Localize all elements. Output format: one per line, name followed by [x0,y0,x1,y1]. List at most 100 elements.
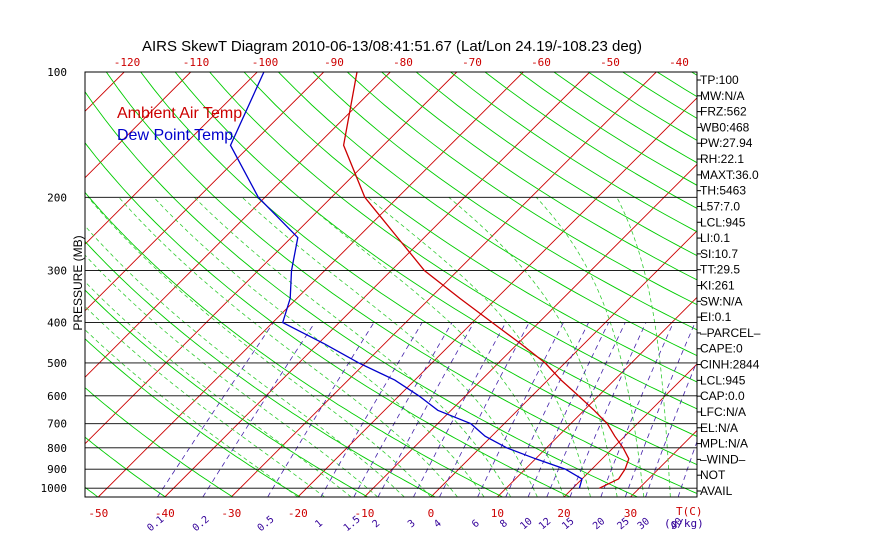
dew-point-line [229,72,583,489]
bottom-temp-tick-label: -40 [155,507,175,520]
index-label: SI:10.7 [700,247,738,261]
mixing-ratio-label: 6 [470,518,482,530]
moist-adiabat-line [367,196,591,497]
index-label: LI:0.1 [700,231,730,245]
top-temp-tick-label: -60 [531,56,551,69]
index-label: CAP:0.0 [700,389,745,403]
mixing-ratio-line [353,322,453,497]
top-temp-tick-label: -80 [393,56,413,69]
index-label: RH:22.1 [700,152,744,166]
air-temp-line [342,72,630,489]
isotherm-line [85,72,325,312]
bottom-temp-tick-label: -30 [221,507,241,520]
pressure-tick-label: 300 [47,265,67,278]
bottom-temp-tick-label: -10 [354,507,374,520]
bottom-temp-tick-label: 20 [557,507,570,520]
moist-adiabat-line [85,281,352,497]
mixing-ratio-label: 30 [636,516,652,532]
mixing-ratio-label: 4 [432,518,444,530]
mixing-ratio-label: 0.5 [256,514,277,534]
mixing-ratio-line [600,322,674,497]
dry-adiabat-line [85,387,234,497]
pressure-tick-label: 200 [47,191,67,204]
mixing-ratio-label: 1 [313,518,325,530]
index-label: MW:N/A [700,89,744,103]
mixing-ratio-line [267,322,375,497]
profile-series [229,72,630,489]
isotherm-line [563,363,697,497]
top-temp-tick-label: -50 [600,56,620,69]
isotherm-line [85,72,458,445]
index-label: CINH:2844 [700,358,760,372]
index-label: KI:261 [700,279,735,293]
isotherm-line [0,72,58,497]
plot-frame [84,71,698,498]
mixing-ratio-line [377,322,475,497]
bottom-temp-tick-label: 0 [428,507,435,520]
dry-adiabat-line [85,436,166,497]
legend: Ambient Air Temp Dew Point Temp [117,105,242,144]
dry-adiabat-line [174,72,697,437]
index-label: LFC:N/A [700,405,746,419]
isobar-lines [85,196,697,489]
bottom-temp-tick-label: 10 [491,507,504,520]
dry-adiabat-line [140,72,697,466]
pressure-tick-label: 700 [47,418,67,431]
moist-adiabat-line [85,225,405,497]
legend-entry: Ambient Air Temp [117,105,242,122]
dry-adiabat-line [346,72,697,306]
dry-adiabat-line [381,72,697,281]
top-temp-tick-label: -110 [183,56,210,69]
bottom-temp-tick-labels: -50 -40 -30 -20 -10 0 10 20 30 [88,507,637,520]
pressure-tick-label: 400 [47,317,67,330]
top-temp-tick-label: -120 [114,56,141,69]
mixing-ratio-unit: (g/kg) [664,517,704,530]
moist-adiabat-line [616,197,671,497]
y-axis-label: PRESSURE (MB) [71,235,85,330]
isotherm-line [85,72,125,112]
mixing-ratio-line [320,322,423,497]
dry-adiabat-line [85,338,301,497]
moist-adiabat-line [85,305,325,497]
mixing-ratio-line [645,360,697,497]
index-label: LCL:945 [700,215,746,229]
dry-adiabat-line [85,240,436,497]
mixing-ratio-label: 3 [406,518,418,530]
dry-adiabat-line [85,90,638,497]
mixing-ratio-line [527,322,609,497]
index-label: –WIND– [700,452,746,466]
isotherm-line [297,97,697,497]
mixing-ratio-label: 12 [537,516,553,532]
index-label: TP:100 [700,73,739,87]
index-label: CAPE:0 [700,342,743,356]
bottom-temp-tick-label: -20 [288,507,308,520]
top-temp-tick-label: -40 [669,56,689,69]
moist-adiabat-line [298,196,565,497]
mixing-ratio-label: 2 [371,518,383,530]
index-label: L57:7.0 [700,199,740,213]
moist-adiabat-line [153,197,485,497]
moist-adiabat-line [85,329,299,497]
mixing-ratio-line [505,322,589,497]
moist-adiabat-line [536,197,645,497]
pressure-tick-label: 600 [47,390,67,403]
index-label: TH:5463 [700,184,746,198]
index-label: NOT [700,468,726,482]
mixing-ratio-line [624,322,696,497]
bottom-temp-tick-label: -50 [88,507,108,520]
index-label: FRZ:562 [700,105,747,119]
isotherm-line [164,72,591,497]
index-label: SW:N/A [700,294,742,308]
moist-adiabat-line [448,196,618,497]
chart-title: AIRS SkewT Diagram 2010-06-13/08:41:51.6… [142,38,642,55]
dry-adiabat-line [278,72,697,357]
isotherm-line [764,72,870,497]
mixing-ratio-label: 20 [591,516,607,532]
index-label: WB0:468 [700,120,750,134]
moist-adiabat-line [87,197,432,497]
pressure-tick-label: 900 [47,463,67,476]
moist-adiabat-line [118,197,458,497]
top-temp-tick-label: -100 [252,56,279,69]
top-temp-tick-label: -70 [462,56,482,69]
mixing-ratio-label: 8 [498,518,510,530]
